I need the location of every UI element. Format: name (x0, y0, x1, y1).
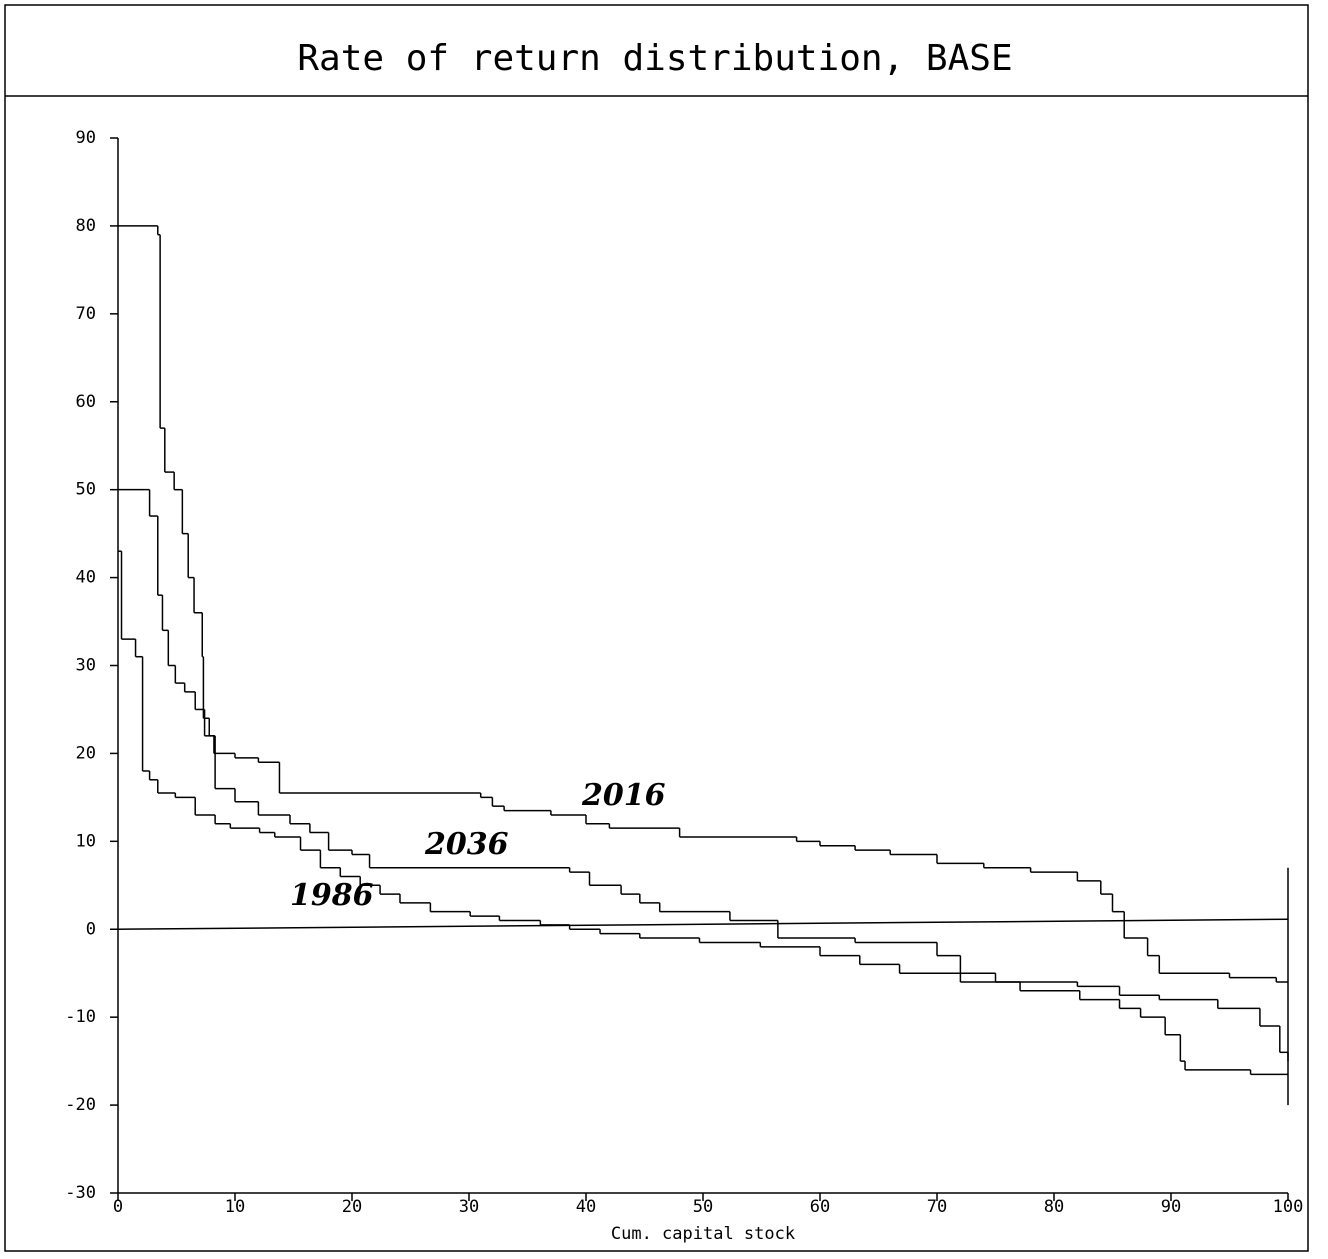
x-tick-label: 40 (576, 1197, 596, 1217)
series-label: 2016 (581, 778, 666, 813)
x-tick-label: 20 (342, 1197, 362, 1217)
x-tick-label: 30 (459, 1197, 479, 1217)
series-label: 2036 (424, 827, 509, 862)
y-tick-label: 70 (76, 304, 96, 324)
series-label: 1986 (290, 878, 374, 913)
y-tick-label: -10 (65, 1007, 96, 1027)
y-tick-label: 0 (86, 919, 96, 939)
x-tick-label: 0 (113, 1197, 123, 1217)
x-tick-label: 50 (693, 1197, 713, 1217)
y-tick-label: -20 (65, 1095, 96, 1115)
x-tick-label: 70 (927, 1197, 947, 1217)
y-tick-label: 80 (76, 216, 96, 236)
y-tick-label: 30 (76, 656, 96, 676)
x-tick-label: 90 (1161, 1197, 1181, 1217)
chart-title: Rate of return distribution, BASE (297, 38, 1012, 79)
y-tick-label: 50 (76, 480, 96, 500)
y-tick-label: 40 (76, 568, 96, 588)
y-tick-label: -30 (65, 1183, 96, 1203)
y-tick-label: 20 (76, 743, 96, 763)
y-tick-label: 10 (76, 831, 96, 851)
x-tick-label: 10 (225, 1197, 245, 1217)
x-tick-label: 80 (1044, 1197, 1064, 1217)
zero-line (117, 918, 1289, 930)
x-tick-label: 60 (810, 1197, 830, 1217)
frame (4, 4, 1309, 1252)
y-tick-label: 60 (76, 392, 96, 412)
x-tick-label: 100 (1273, 1197, 1304, 1217)
x-axis-label: Cum. capital stock (611, 1224, 795, 1244)
y-tick-label: 90 (76, 128, 96, 148)
